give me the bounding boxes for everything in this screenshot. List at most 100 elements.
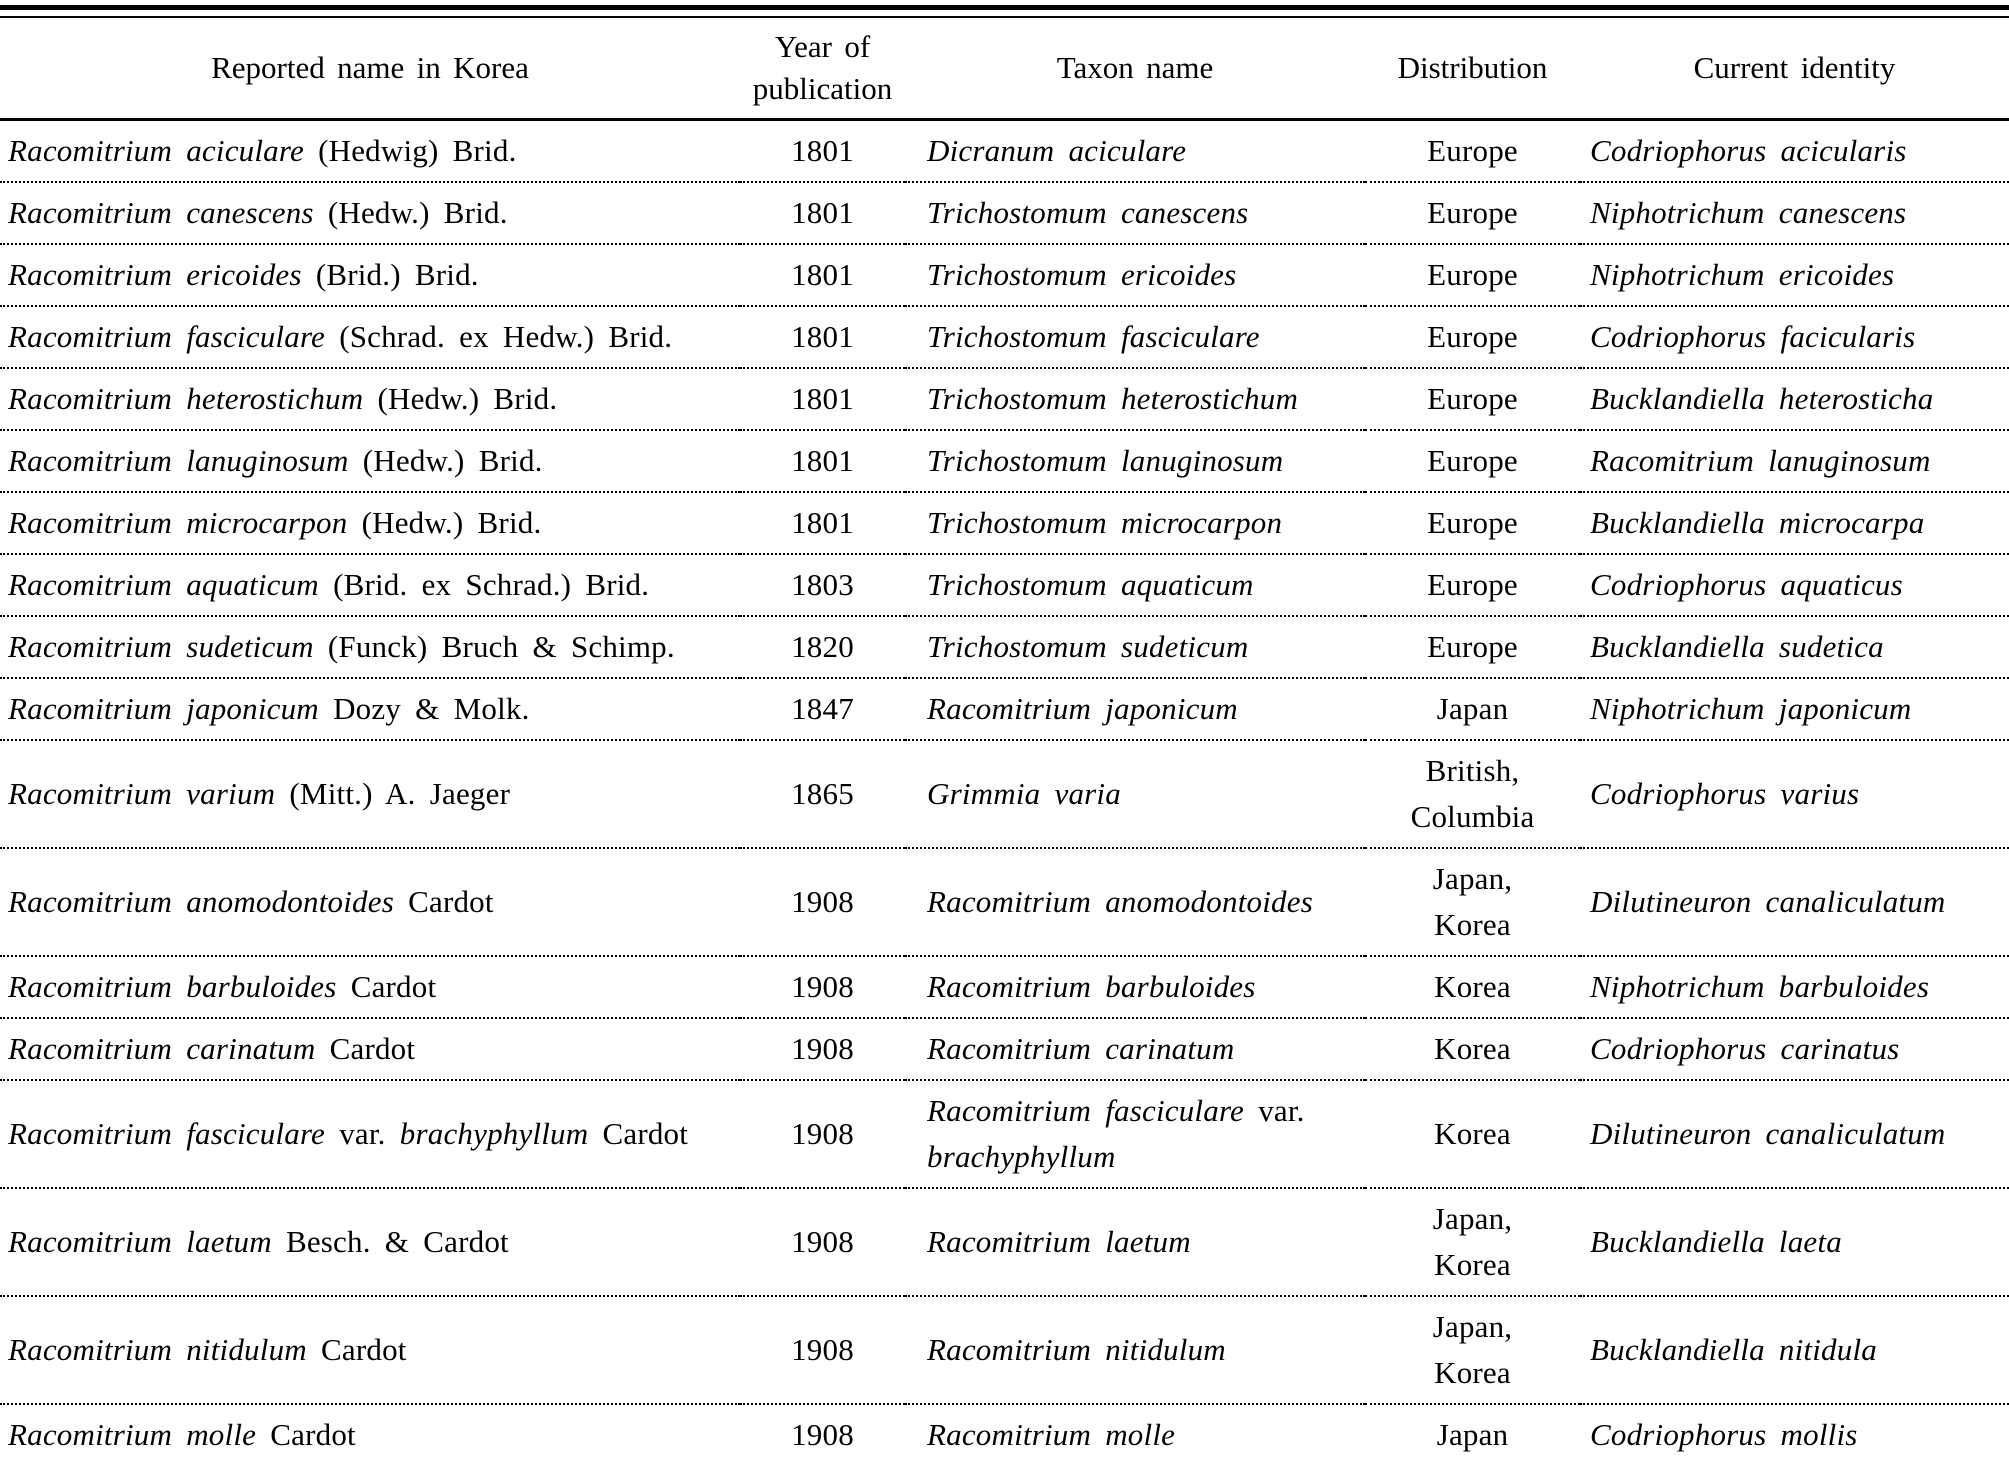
cell-current-identity: Niphotrichum japonicum [1580, 678, 2009, 740]
col-header-distribution: Distribution [1365, 18, 1580, 121]
authority-text: var. [339, 1116, 386, 1151]
scientific-name-text: Trichostomum lanuginosum [927, 443, 1284, 478]
cell-current-identity: Racomitrium lanuginosum [1580, 430, 2009, 492]
cell-reported-name: Racomitrium carinatum Cardot [0, 1018, 740, 1080]
scientific-name-text: brachyphyllum [399, 1116, 589, 1151]
scientific-name-text: Racomitrium microcarpon [8, 505, 348, 540]
cell-taxon-name: Trichostomum fasciculare [905, 306, 1365, 368]
table-row: Racomitrium canescens (Hedw.) Brid. 1801 T… [0, 182, 2009, 244]
cell-reported-name: Racomitrium canescens (Hedw.) Brid. [0, 182, 740, 244]
scientific-name-text: Racomitrium lanuginosum [8, 443, 349, 478]
cell-reported-name: Racomitrium barbuloides Cardot [0, 956, 740, 1018]
table-row: Racomitrium heterostichum (Hedw.) Brid. 1… [0, 368, 2009, 430]
table-body: Racomitrium aciculare (Hedwig) Brid. 1801… [0, 120, 2009, 1457]
cell-current-identity: Codriophorus carinatus [1580, 1018, 2009, 1080]
cell-reported-name: Racomitrium molle Cardot [0, 1404, 740, 1457]
cell-taxon-name: Racomitrium laetum [905, 1188, 1365, 1296]
col-header-taxon-name: Taxon name [905, 18, 1365, 121]
scientific-name-text: Racomitrium anomodontoides [8, 884, 394, 919]
cell-distribution: Japan, Korea [1432, 1201, 1513, 1282]
cell-year-of-publication: 1820 [791, 629, 854, 664]
cell-year-of-publication: 1865 [791, 776, 854, 811]
cell-year-of-publication: 1801 [791, 133, 854, 168]
table-row: Racomitrium nitidulum Cardot 1908 Racomitr… [0, 1296, 2009, 1404]
scientific-name-text: Racomitrium molle [8, 1417, 257, 1452]
authority-text: Cardot [270, 1417, 356, 1452]
authority-text: (Hedw.) Brid. [362, 443, 543, 478]
scientific-name-text: Bucklandiella sudetica [1590, 629, 1884, 664]
scientific-name-text: Bucklandiella laeta [1590, 1224, 1842, 1259]
cell-taxon-name: Trichostomum aquaticum [905, 554, 1365, 616]
scientific-name-text: Trichostomum heterostichum [927, 381, 1299, 416]
scientific-name-text: Codriophorus varius [1590, 776, 1860, 811]
cell-taxon-name: Racomitrium nitidulum [905, 1296, 1365, 1404]
cell-current-identity: Bucklandiella nitidula [1580, 1296, 2009, 1404]
cell-current-identity: Bucklandiella microcarpa [1580, 492, 2009, 554]
cell-taxon-name: Trichostomum canescens [905, 182, 1365, 244]
scientific-name-text: Grimmia varia [927, 776, 1121, 811]
scientific-name-text: Racomitrium lanuginosum [1590, 443, 1931, 478]
scientific-name-text: Trichostomum sudeticum [927, 629, 1249, 664]
cell-distribution: Europe [1427, 381, 1518, 416]
scientific-name-text: Racomitrium laetum [927, 1224, 1191, 1259]
cell-current-identity: Dilutineuron canaliculatum [1580, 848, 2009, 956]
cell-year-of-publication: 1908 [791, 1116, 854, 1151]
scientific-name-text: Racomitrium varium [8, 776, 276, 811]
cell-year-of-publication: 1908 [791, 884, 854, 919]
cell-reported-name: Racomitrium japonicum Dozy & Molk. [0, 678, 740, 740]
cell-current-identity: Codriophorus acicularis [1580, 120, 2009, 183]
scientific-name-text: Bucklandiella heterosticha [1590, 381, 1934, 416]
scientific-name-text: Codriophorus facicularis [1590, 319, 1916, 354]
scientific-name-text: Racomitrium molle [927, 1417, 1176, 1452]
scientific-name-text: Trichostomum microcarpon [927, 505, 1283, 540]
authority-text: var. [1258, 1093, 1305, 1128]
cell-current-identity: Codriophorus varius [1580, 740, 2009, 848]
cell-current-identity: Bucklandiella laeta [1580, 1188, 2009, 1296]
table-row: Racomitrium ericoides (Brid.) Brid. 1801 T… [0, 244, 2009, 306]
table-row: Racomitrium barbuloides Cardot 1908 Racomi… [0, 956, 2009, 1018]
cell-distribution: Europe [1427, 133, 1518, 168]
cell-year-of-publication: 1908 [791, 1224, 854, 1259]
authority-text: Cardot [350, 969, 437, 1004]
scientific-name-text: Niphotrichum japonicum [1590, 691, 1912, 726]
cell-year-of-publication: 1847 [791, 691, 854, 726]
cell-reported-name: Racomitrium sudeticum (Funck) Bruch & Sc… [0, 616, 740, 678]
authority-text: (Schrad. ex Hedw.) Brid. [339, 319, 673, 354]
cell-taxon-name: Grimmia varia [905, 740, 1365, 848]
cell-reported-name: Racomitrium aquaticum (Brid. ex Schrad.)… [0, 554, 740, 616]
cell-current-identity: Niphotrichum ericoides [1580, 244, 2009, 306]
authority-text: (Brid.) Brid. [315, 257, 479, 292]
table-row: Racomitrium anomodontoides Cardot 1908 Rac… [0, 848, 2009, 956]
cell-year-of-publication: 1908 [791, 969, 854, 1004]
scientific-name-text: Racomitrium anomodontoides [927, 884, 1313, 919]
scientific-name-text: Niphotrichum canescens [1590, 195, 1907, 230]
scientific-name-text: Trichostomum canescens [927, 195, 1249, 230]
authority-text: (Hedw.) Brid. [327, 195, 508, 230]
cell-reported-name: Racomitrium aciculare (Hedwig) Brid. [0, 120, 740, 183]
cell-year-of-publication: 1801 [791, 319, 854, 354]
cell-taxon-name: Trichostomum ericoides [905, 244, 1365, 306]
cell-distribution: Europe [1427, 567, 1518, 602]
scientific-name-text: Racomitrium laetum [8, 1224, 272, 1259]
cell-taxon-name: Trichostomum heterostichum [905, 368, 1365, 430]
cell-reported-name: Racomitrium heterostichum (Hedw.) Brid. [0, 368, 740, 430]
scientific-name-text: Racomitrium barbuloides [927, 969, 1256, 1004]
cell-taxon-name: Racomitrium anomodontoides [905, 848, 1365, 956]
scientific-name-text: Racomitrium nitidulum [927, 1332, 1226, 1367]
scientific-name-text: Niphotrichum ericoides [1590, 257, 1895, 292]
cell-year-of-publication: 1908 [791, 1417, 854, 1452]
col-header-reported-name: Reported name in Korea [0, 18, 740, 121]
cell-distribution: Japan [1436, 1417, 1509, 1452]
authority-text: (Hedwig) Brid. [318, 133, 517, 168]
cell-reported-name: Racomitrium ericoides (Brid.) Brid. [0, 244, 740, 306]
cell-distribution: Europe [1427, 319, 1518, 354]
table-row: Racomitrium aquaticum (Brid. ex Schrad.)… [0, 554, 2009, 616]
scientific-name-text: Racomitrium fasciculare [8, 1116, 326, 1151]
authority-text: Cardot [602, 1116, 689, 1151]
table-row: Racomitrium carinatum Cardot 1908 Racomitr… [0, 1018, 2009, 1080]
authority-text: (Hedw.) Brid. [377, 381, 558, 416]
authority-text: Besch. & Cardot [285, 1224, 509, 1259]
scientific-name-text: Codriophorus mollis [1590, 1417, 1858, 1452]
cell-distribution: Korea [1434, 1031, 1511, 1066]
